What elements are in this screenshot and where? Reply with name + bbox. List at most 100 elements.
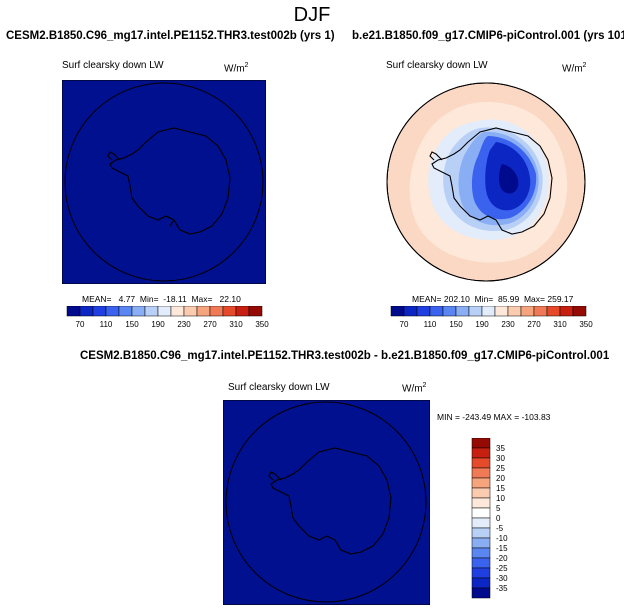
diff-colorbar-swatch	[471, 457, 491, 469]
control-colorbar-tick-label: 270	[527, 320, 541, 329]
control-units-label: W/m2	[562, 62, 587, 75]
diff-variable-label: Surf clearsky down LW	[228, 382, 330, 393]
control-colorbar-tick-label: 150	[449, 320, 463, 329]
diff-colorbar-tick-label: 20	[496, 474, 505, 483]
test-colorbar-swatch	[105, 306, 120, 317]
diff-colorbar-swatch	[471, 477, 491, 489]
test-peninsula-coastline	[107, 151, 121, 161]
diff-colorbar-swatch	[471, 557, 491, 569]
diff-colorbar-swatch	[471, 547, 491, 559]
test-colorbar-swatch	[235, 306, 250, 317]
diff-peninsula-coastline	[268, 471, 282, 481]
test-colorbar-swatch	[144, 306, 159, 317]
control-colorbar: 70 110 150 190 230 270 310 350	[390, 306, 593, 329]
control-variable-label: Surf clearsky down LW	[386, 60, 488, 71]
test-colorbar-tick-label: 270	[203, 320, 217, 329]
diff-colorbar-tick-label: -10	[496, 534, 508, 543]
diff-colorbar-swatch	[471, 567, 491, 579]
control-colorbar-swatch	[455, 306, 470, 317]
test-colorbar-tick-label: 150	[125, 320, 139, 329]
test-colorbar-swatch	[183, 306, 198, 317]
diff-colorbar-tick-label: -30	[496, 574, 508, 583]
diff-colorbar-tick-label: -20	[496, 554, 508, 563]
diff-colorbar-swatch	[471, 527, 491, 539]
control-colorbar-tick-label: 310	[553, 320, 567, 329]
diff-colorbar-tick-label: 10	[496, 494, 505, 503]
test-stats-text: MEAN= 4.77 Min= -18.11 Max= 22.10	[82, 294, 241, 304]
control-colorbar-swatch	[442, 306, 457, 317]
diff-colorbar-tick-label: 5	[496, 504, 501, 513]
diff-colorbar-tick-label: 15	[496, 484, 505, 493]
control-colorbar-swatch	[390, 306, 405, 317]
test-colorbar-tick-label: 230	[177, 320, 191, 329]
control-colorbar-tick-label: 190	[475, 320, 489, 329]
diff-colorbar-swatch	[471, 467, 491, 479]
diff-colorbar-swatch	[471, 497, 491, 509]
test-colorbar-swatch	[66, 306, 81, 317]
diff-colorbar-swatch	[471, 447, 491, 459]
diff-colorbar-tick-label: -35	[496, 584, 508, 593]
test-colorbar-swatch	[131, 306, 146, 317]
test-colorbar-swatch	[196, 306, 211, 317]
test-polar-map	[62, 80, 266, 284]
control-colorbar-tick-label: 70	[400, 320, 409, 329]
page-title: DJF	[293, 4, 331, 26]
control-colorbar-tick-label: 230	[501, 320, 515, 329]
diff-colorbar-swatch	[471, 487, 491, 499]
control-colorbar-swatch	[481, 306, 496, 317]
control-peninsula-coastline	[429, 151, 443, 161]
control-colorbar-swatch	[429, 306, 444, 317]
test-case-title: CESM2.B1850.C96_mg17.intel.PE1152.THR3.t…	[6, 30, 335, 42]
test-units-label: W/m2	[224, 62, 249, 75]
diff-colorbar-swatch	[471, 537, 491, 549]
diff-colorbar-tick-label: -5	[496, 524, 504, 533]
diff-units-label: W/m2	[402, 382, 427, 395]
control-colorbar-swatch	[546, 306, 561, 317]
control-stats-text: MEAN= 202.10 Min= 85.99 Max= 259.17	[412, 294, 574, 304]
test-colorbar-swatch	[157, 306, 172, 317]
control-case-title: b.e21.B1850.f09_g17.CMIP6-piControl.001 …	[352, 30, 624, 42]
test-variable-label: Surf clearsky down LW	[62, 60, 164, 71]
control-colorbar-swatch	[468, 306, 483, 317]
diff-colorbar-swatch	[471, 577, 491, 589]
test-colorbar-swatch	[79, 306, 94, 317]
diff-colorbar-swatch	[471, 507, 491, 519]
control-polar-map	[386, 82, 586, 282]
diff-colorbar-tick-label: 35	[496, 444, 505, 453]
test-colorbar-tick-label: 70	[76, 320, 85, 329]
test-colorbar-swatch	[222, 306, 237, 317]
control-antarctica-coastline	[431, 127, 553, 235]
diff-colorbar-swatch	[471, 517, 491, 529]
test-colorbar-tick-label: 110	[100, 320, 113, 329]
control-colorbar-swatch	[507, 306, 522, 317]
control-colorbar-swatch	[520, 306, 535, 317]
diff-colorbar-tick-label: -25	[496, 564, 508, 573]
control-map-boundary-circle	[386, 82, 586, 282]
test-ross-ice-shelf-line	[165, 215, 175, 227]
test-colorbar-tick-label: 190	[151, 320, 165, 329]
test-map-field	[62, 80, 266, 284]
test-map-boundary-circle	[64, 82, 264, 282]
diff-polar-map	[223, 400, 430, 605]
diff-stats-text: MIN = -243.49 MAX = -103.83	[437, 412, 551, 422]
diff-map-field	[223, 400, 430, 605]
diff-colorbar-tick-label: -15	[496, 544, 508, 553]
diff-case-title: CESM2.B1850.C96_mg17.intel.PE1152.THR3.t…	[80, 350, 610, 362]
control-colorbar-swatch	[403, 306, 418, 317]
diff-colorbar-tick-label: 25	[496, 464, 505, 473]
control-colorbar-swatch	[533, 306, 548, 317]
control-colorbar-swatch	[494, 306, 509, 317]
test-colorbar-swatch	[209, 306, 224, 317]
control-colorbar-swatch	[559, 306, 574, 317]
diff-colorbar-swatch	[471, 438, 491, 449]
test-colorbar-swatch	[248, 306, 263, 317]
test-colorbar-swatch	[118, 306, 133, 317]
diff-colorbar-swatch	[471, 587, 491, 599]
test-colorbar-swatch	[170, 306, 185, 317]
control-colorbar-tick-label: 350	[579, 320, 593, 329]
diff-antarctica-coastline	[270, 447, 392, 555]
test-colorbar-swatch	[92, 306, 107, 317]
control-colorbar-swatch	[416, 306, 431, 317]
control-colorbar-tick-label: 110	[424, 320, 437, 329]
